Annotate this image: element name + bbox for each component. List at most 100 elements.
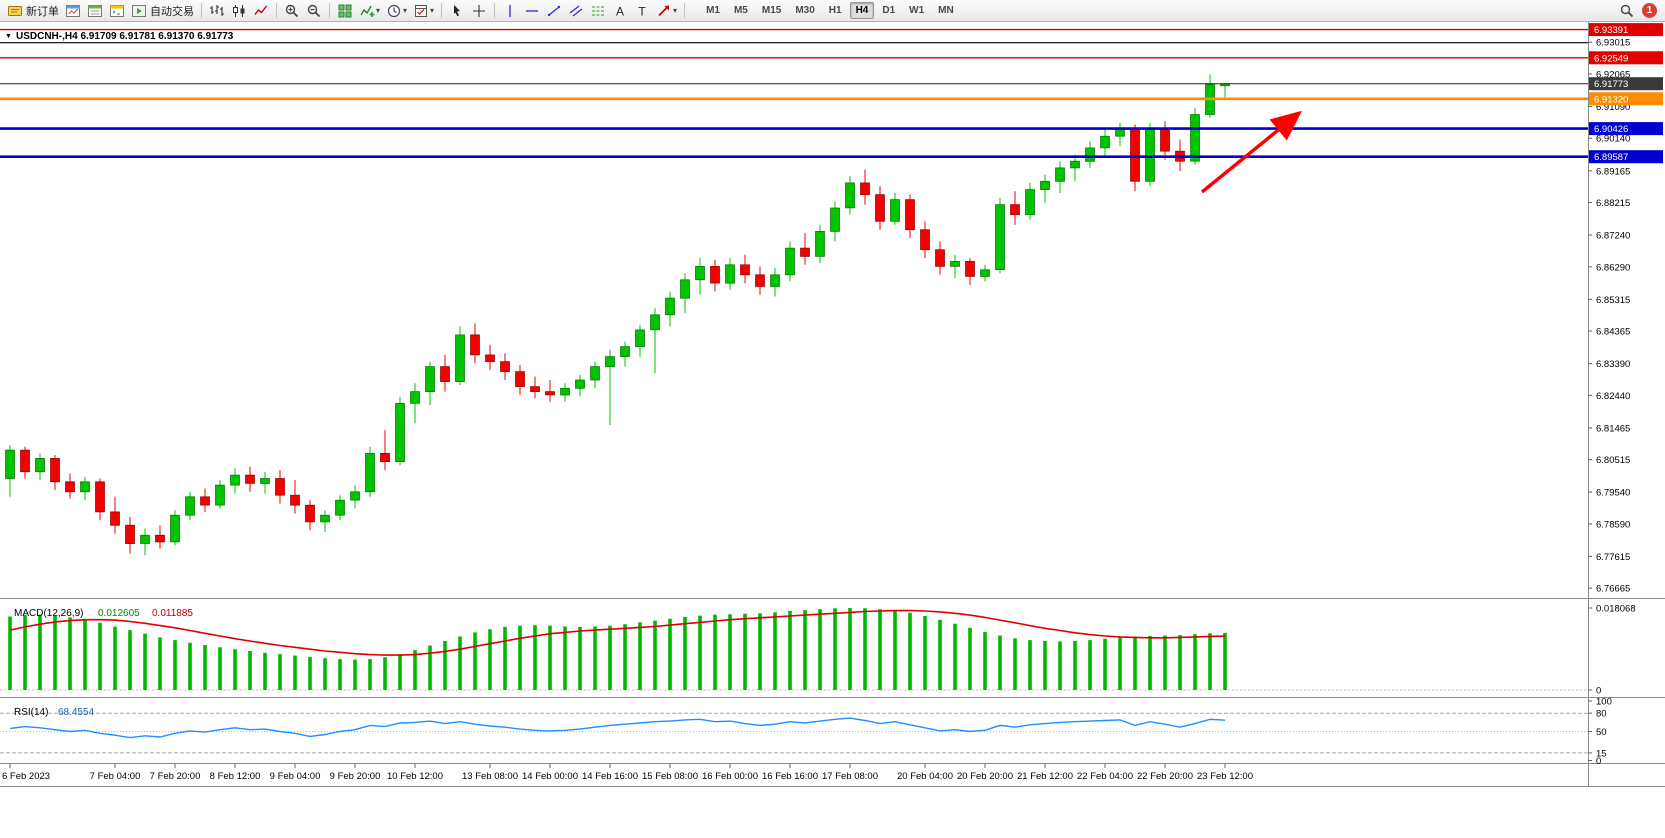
candle-body	[785, 247, 795, 276]
crosshair-button[interactable]	[468, 1, 490, 21]
price-axis-label: 6.92065	[1596, 69, 1630, 80]
data-window-icon	[87, 3, 103, 19]
candle-body	[515, 371, 525, 387]
zoom-in-button[interactable]	[281, 1, 303, 21]
candle-body	[485, 354, 495, 362]
candle-body	[1025, 189, 1035, 215]
auto-trading-button-label: 自动交易	[150, 5, 194, 18]
toolbar-right-group: 1	[1619, 3, 1661, 19]
candle-body	[500, 361, 510, 372]
time-axis-label: 9 Feb 04:00	[270, 771, 321, 782]
candle-body	[455, 334, 465, 382]
price-axis-label: 6.80515	[1596, 455, 1630, 466]
line-chart-button[interactable]	[250, 1, 272, 21]
price-tag-label: 6.93391	[1594, 25, 1628, 36]
candle-body	[425, 366, 435, 392]
auto-trading-button[interactable]: 自动交易	[128, 1, 197, 21]
timeframe-m1-button[interactable]: M1	[706, 5, 720, 16]
timeframe-m15-button[interactable]: M15	[761, 5, 782, 16]
timeframe-m30-button[interactable]: M30	[795, 5, 815, 16]
vertical-line-button[interactable]	[499, 1, 521, 21]
search-icon[interactable]	[1619, 3, 1635, 19]
trend-arrow-annotation[interactable]	[1200, 110, 1302, 194]
candle-body	[350, 491, 360, 501]
candle-body	[935, 249, 945, 267]
candle-body	[110, 511, 120, 526]
chart-menu-icon[interactable]: ▼	[5, 33, 12, 40]
price-tag-label: 6.91320	[1594, 94, 1628, 105]
horizontal-line-button[interactable]	[521, 1, 543, 21]
timeframe-w1-button[interactable]: W1	[909, 5, 925, 16]
price-tag	[1589, 77, 1663, 91]
periods-button[interactable]: ▾	[383, 1, 410, 21]
timeframe-mn-button[interactable]: MN	[938, 5, 954, 16]
candle-body	[545, 391, 555, 396]
zoom-out-button[interactable]	[303, 1, 325, 21]
candle-body	[740, 264, 750, 276]
macd-title: MACD(12,26,9)	[14, 608, 83, 619]
candle-body	[305, 504, 315, 523]
macd-axis-label: 0.018068	[1596, 604, 1636, 615]
symbol-ohlc-header: USDCNH-,H4 6.91709 6.91781 6.91370 6.917…	[16, 31, 234, 42]
new-order-button[interactable]: 新订单	[4, 1, 62, 21]
candle-body	[755, 274, 765, 287]
templates-button[interactable]: ▾	[410, 1, 437, 21]
trendline-icon	[546, 3, 562, 19]
candlestick-chart-button[interactable]	[228, 1, 250, 21]
candlesticks	[5, 74, 1230, 556]
price-tag	[1589, 23, 1663, 37]
toolbar-separator	[684, 3, 686, 18]
indicators-button[interactable]: ▾	[356, 1, 383, 21]
candle-chart-icon	[231, 3, 247, 19]
cursor-icon	[449, 3, 465, 19]
timeframe-h1-button[interactable]: H1	[828, 5, 842, 16]
candle-body	[650, 314, 660, 331]
candle-body	[215, 484, 225, 506]
caret-down-icon: ▾	[430, 6, 435, 15]
market-watch-button[interactable]	[62, 1, 84, 21]
bar-chart-button[interactable]	[206, 1, 228, 21]
text-button[interactable]: A	[609, 1, 631, 21]
arrows-button[interactable]: ▾	[653, 1, 680, 21]
chart-canvas[interactable]: 6.93015 6.92065 6.91090 6.90140 6.89165 6.882…	[0, 22, 1665, 838]
time-axis-label: 8 Feb 12:00	[210, 771, 261, 782]
toolbar-separator	[329, 3, 330, 18]
navigator-button[interactable]	[106, 1, 128, 21]
timeframe-d1-button[interactable]: D1	[882, 5, 896, 16]
toolbar-left-group: 新订单 自动交易 ▾ ▾ ▾ A T ▾	[4, 1, 689, 21]
price-axis[interactable]: 6.93015 6.92065 6.91090 6.90140 6.89165 6.882…	[1588, 23, 1663, 595]
candle-body	[365, 453, 375, 493]
price-axis-label: 6.86290	[1596, 262, 1630, 273]
candle-body	[200, 496, 210, 506]
timeframe-m5-button[interactable]: M5	[733, 5, 748, 16]
candle-body	[1040, 180, 1050, 190]
price-axis-label: 6.90140	[1596, 134, 1630, 145]
caret-down-icon: ▾	[376, 6, 381, 15]
timeframe-h4-button[interactable]: H4	[849, 2, 875, 19]
candle-body	[65, 481, 75, 493]
candle-body	[590, 366, 600, 381]
text-label-button[interactable]: T	[631, 1, 653, 21]
time-axis-label: 13 Feb 08:00	[462, 771, 518, 782]
fibonacci-button[interactable]	[587, 1, 609, 21]
candle-body	[95, 481, 105, 513]
time-axis-label: 10 Feb 12:00	[387, 771, 443, 782]
price-axis-label: 6.81465	[1596, 423, 1630, 434]
notification-badge[interactable]: 1	[1642, 3, 1657, 18]
data-window-button[interactable]	[84, 1, 106, 21]
rsi-line	[9, 717, 1226, 739]
candle-body	[890, 199, 900, 222]
candle-body	[440, 366, 450, 382]
time-axis[interactable]: 6 Feb 2023 7 Feb 04:00 7 Feb 20:00 8 Feb 12…	[2, 764, 1253, 782]
cursor-button[interactable]	[446, 1, 468, 21]
price-axis-label: 6.79540	[1596, 488, 1630, 499]
price-axis-label: 6.78590	[1596, 519, 1630, 530]
candle-body	[695, 266, 705, 281]
candle-body	[635, 329, 645, 347]
equidistant-channel-button[interactable]	[565, 1, 587, 21]
candle-body	[1100, 135, 1110, 149]
trendline-button[interactable]	[543, 1, 565, 21]
candle-body	[845, 182, 855, 209]
fibo-icon	[590, 3, 606, 19]
tile-windows-button[interactable]	[334, 1, 356, 21]
